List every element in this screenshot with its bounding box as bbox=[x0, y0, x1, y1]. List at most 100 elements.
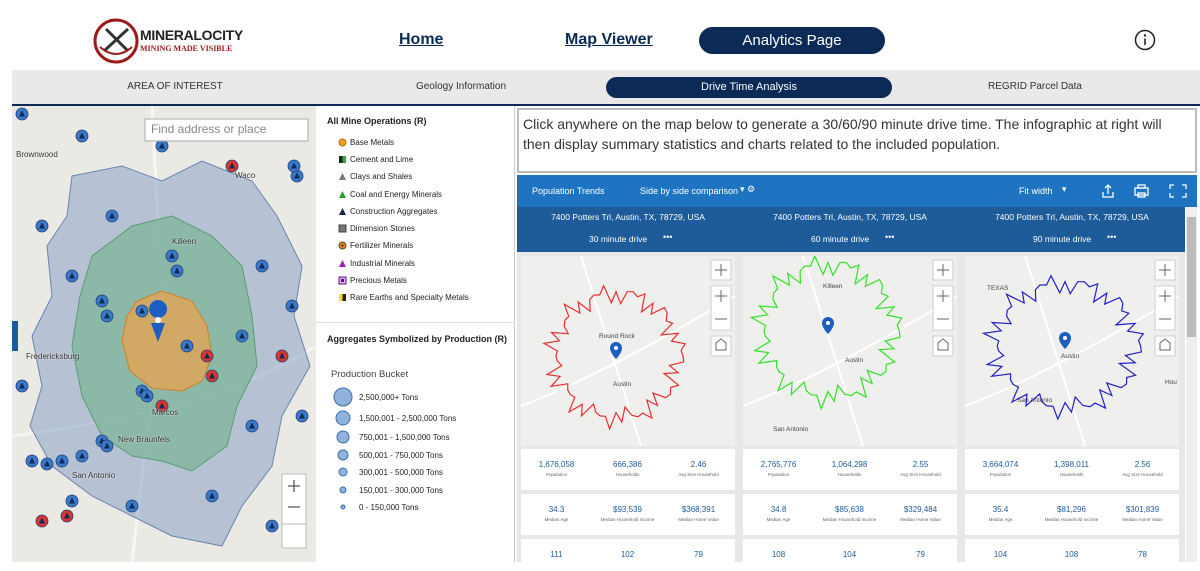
stat-row bbox=[965, 539, 1179, 562]
mine-symbol bbox=[291, 162, 297, 169]
nav-home[interactable]: Home bbox=[399, 31, 444, 48]
toolbar-title[interactable]: Population Trends bbox=[532, 186, 605, 196]
stat-cell: $329,484 Median Home Value bbox=[885, 505, 956, 522]
legend-icon bbox=[339, 156, 346, 163]
panel-menu[interactable]: ••• bbox=[1107, 232, 1117, 242]
map-label: San Antonio bbox=[773, 426, 808, 433]
nav-analytics[interactable]: Analytics Page bbox=[699, 27, 885, 54]
stat-value: $329,484 bbox=[903, 505, 938, 514]
map-label: Austin bbox=[845, 357, 863, 364]
stat-cell: 78 bbox=[1107, 550, 1178, 559]
location-pin bbox=[1059, 332, 1071, 349]
stat-label: Median Home Value bbox=[900, 517, 941, 522]
stat-value: $93,539 bbox=[613, 505, 642, 514]
map-label: Hou bbox=[1165, 379, 1177, 386]
stat-row bbox=[521, 494, 735, 535]
logo[interactable]: MINERALOCITY MINING MADE VISIBLE bbox=[92, 17, 243, 65]
toolbar: Population Trends Side by side compariso… bbox=[517, 175, 1197, 207]
stat-cell: 1,676,058 Population bbox=[521, 460, 592, 477]
stat-label: Median Home Value bbox=[678, 517, 719, 522]
stat-label: Avg Size Household bbox=[900, 472, 941, 477]
mine-symbol bbox=[69, 497, 75, 504]
stat-label: Median Household Income bbox=[822, 517, 877, 522]
legend-item: Base Metals bbox=[350, 138, 395, 147]
panel-address: 7400 Potters Trl, Austin, TX, 78729, USA bbox=[995, 212, 1149, 222]
drive-time-map[interactable]: TEXAS Austin San Antonio Hou bbox=[965, 256, 1179, 446]
stat-cell: $85,638 Median Household Income bbox=[814, 505, 885, 522]
toolbar-zoom[interactable]: Fit width bbox=[1019, 186, 1053, 196]
nav-map-viewer[interactable]: Map Viewer bbox=[565, 31, 653, 48]
drive-time-map[interactable]: Killeen Austin San Antonio bbox=[743, 256, 957, 446]
stat-label: Households bbox=[1059, 472, 1084, 477]
legend-title: All Mine Operations (R) bbox=[327, 116, 427, 126]
tab-active[interactable]: Drive Time Analysis bbox=[606, 77, 892, 98]
stat-value: 2.55 bbox=[912, 460, 929, 469]
panel-menu[interactable]: ••• bbox=[885, 232, 895, 242]
bucket: 150,001 - 300,000 Tons bbox=[359, 486, 443, 495]
stat-label: Households bbox=[837, 472, 862, 477]
mine-symbol bbox=[104, 442, 110, 449]
stat-label: Population bbox=[767, 472, 790, 477]
stat-cell: 108 bbox=[743, 550, 814, 559]
scrollbar[interactable] bbox=[1186, 207, 1197, 562]
mine-map[interactable] bbox=[12, 106, 316, 562]
legend-item: Industrial Minerals bbox=[350, 259, 415, 268]
legend-item: Clays and Shales bbox=[350, 172, 413, 181]
map-label: Austin bbox=[1061, 353, 1079, 360]
mine-symbol bbox=[39, 222, 45, 229]
mine-symbol bbox=[104, 312, 110, 319]
legend-item: Rare Earths and Specialty Metals bbox=[350, 293, 469, 302]
stat-cell: 35.4 Median Age bbox=[965, 505, 1036, 522]
map-control bbox=[710, 335, 732, 357]
mine-symbol bbox=[39, 517, 45, 524]
pin-dot bbox=[614, 346, 618, 350]
mine-symbol bbox=[159, 402, 165, 409]
dropdown-caret[interactable]: ▾ ⚙ bbox=[740, 184, 756, 194]
mine-symbol bbox=[59, 457, 65, 464]
stat-value: $368,391 bbox=[681, 505, 716, 514]
stat-cell: 104 bbox=[814, 550, 885, 559]
mine-symbol bbox=[99, 297, 105, 304]
drive-time-map[interactable]: Round Rock Austin bbox=[521, 256, 735, 446]
dropdown-caret[interactable]: ▾ bbox=[1062, 184, 1067, 194]
bucket: 1,500,001 - 2,500,000 Tons bbox=[359, 414, 457, 423]
legend-item: Construction Aggregates bbox=[350, 207, 438, 216]
mine-symbol bbox=[289, 302, 295, 309]
stat-value: 35.4 bbox=[992, 505, 1009, 514]
tab[interactable]: REGRID Parcel Data bbox=[988, 81, 1082, 92]
stat-value: 1,398,011 bbox=[1054, 460, 1089, 469]
panel-menu[interactable]: ••• bbox=[663, 232, 673, 242]
legend-item: Coal and Energy Minerals bbox=[350, 190, 443, 199]
stat-row bbox=[743, 494, 957, 535]
stat-value: 111 bbox=[550, 550, 563, 559]
search-box[interactable]: Find address or place bbox=[151, 122, 267, 136]
bucket: 500,001 - 750,000 Tons bbox=[359, 451, 443, 460]
legend-icon bbox=[338, 138, 347, 147]
map-control-glyph bbox=[715, 264, 727, 351]
mine-symbol bbox=[174, 267, 180, 274]
mine-symbol bbox=[69, 272, 75, 279]
tab[interactable]: Geology Information bbox=[415, 81, 507, 92]
legend-icon bbox=[338, 224, 347, 233]
toolbar-icons[interactable] bbox=[1100, 183, 1190, 199]
toolbar-mode[interactable]: Side by side comparison bbox=[640, 186, 739, 196]
mine-symbol bbox=[139, 307, 145, 314]
mine-symbol bbox=[129, 502, 135, 509]
tab[interactable]: AREA OF INTEREST bbox=[127, 81, 223, 92]
map-label: Round Rock bbox=[599, 333, 636, 340]
legend-icon bbox=[338, 241, 347, 250]
stat-value: $301,839 bbox=[1125, 505, 1160, 514]
panel-drive: 30 minute drive bbox=[589, 234, 648, 244]
legend-icon bbox=[339, 294, 346, 301]
stat-cell: 1,064,298 Households bbox=[814, 460, 885, 477]
stat-cell: 3,664,074 Population bbox=[965, 460, 1036, 477]
mine-symbol bbox=[169, 252, 175, 259]
legend-panel: All Mine Operations (R) Base Metals Ceme… bbox=[316, 106, 515, 562]
stat-label: Households bbox=[615, 472, 640, 477]
panel-drive: 90 minute drive bbox=[1033, 234, 1092, 244]
location-pin bbox=[610, 342, 622, 359]
info-icon[interactable] bbox=[1134, 29, 1156, 51]
stat-label: Median Age bbox=[544, 517, 569, 522]
production-subtitle: Production Bucket bbox=[331, 369, 409, 380]
